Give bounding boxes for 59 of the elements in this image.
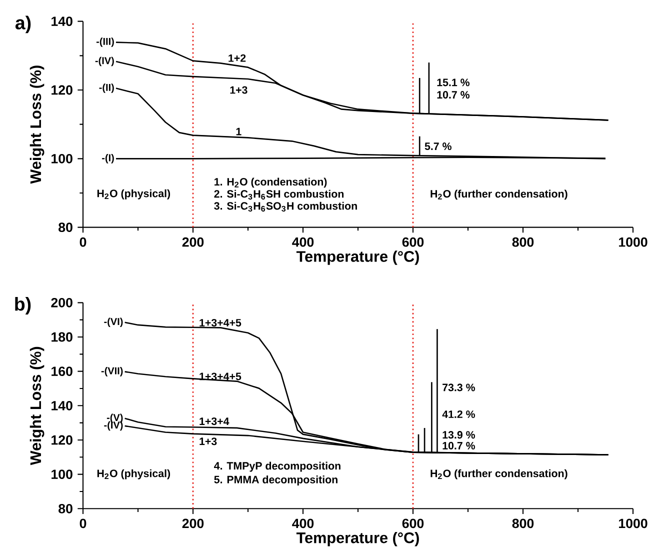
x-tick-label: 200	[182, 237, 204, 247]
annotation: 1+3	[230, 86, 248, 94]
chart-title: a)	[15, 16, 31, 34]
annotation: 1+3+4	[200, 417, 230, 426]
y-tick-label: 80	[58, 222, 72, 232]
x-tick-label: 800	[512, 237, 534, 247]
x-tick-label: 0	[80, 237, 86, 247]
annotation: 2. Si-C$_{3}$H$_{6}$SH combustion	[214, 190, 344, 200]
annotation: 10.7 %	[442, 442, 476, 450]
y-tick-label: 120	[52, 435, 72, 445]
annotation: H$_{2}$O (physical)	[97, 469, 170, 480]
annotation: 1. H$_{2}$O (condensation)	[214, 178, 327, 188]
y-tick-label: 100	[52, 154, 72, 164]
annotation: 10.7 %	[437, 91, 470, 99]
annotation: H$_{2}$O (further condensation)	[430, 190, 568, 200]
y-tick-label: 140	[52, 400, 72, 410]
annotation: 1+3+4+5	[200, 318, 242, 327]
series-label: -(I)	[102, 154, 114, 164]
x-tick-label: 200	[182, 518, 204, 528]
series-label: -(IV)	[104, 421, 123, 431]
y-tick-label: 160	[52, 366, 72, 376]
x-axis-title: Temperature (°C)	[296, 250, 419, 265]
x-tick-label: 400	[292, 237, 314, 247]
x-tick-label: 400	[292, 518, 314, 528]
y-tick-label: 140	[52, 16, 72, 26]
series-label: -(VI)	[104, 318, 123, 328]
annotation: 13.9 %	[442, 431, 476, 439]
x-tick-label: 600	[402, 518, 424, 528]
x-tick-label: 0	[80, 518, 86, 528]
annotation: H$_{2}$O (further condensation)	[430, 469, 568, 480]
annotation: 1+2	[228, 54, 246, 62]
annotation: 41.2 %	[442, 410, 476, 418]
chart-title: b)	[15, 297, 31, 314]
annotation: 4. TMPyP decomposition	[214, 462, 340, 472]
y-tick-label: 180	[52, 332, 72, 342]
series-label: -(III)	[96, 38, 114, 47]
series-label: -(II)	[99, 84, 114, 93]
y-axis-title: Weight Loss (%)	[30, 66, 44, 184]
x-tick-label: 800	[512, 518, 534, 528]
series-label: -(IV)	[95, 56, 114, 66]
y-tick-label: 100	[52, 470, 72, 480]
y-axis-title: Weight Loss (%)	[30, 346, 44, 466]
series-label: -(V)	[106, 414, 123, 424]
annotation: 1+3	[200, 438, 217, 446]
x-tick-label: 1000	[619, 518, 648, 528]
annotation: 15.1 %	[437, 78, 470, 86]
x-tick-label: 1000	[619, 237, 648, 247]
annotation: 5. PMMA decomposition	[214, 476, 338, 486]
annotation: 3. Si-C$_{3}$H$_{6}$SO$_{3}$H combustion	[214, 202, 357, 212]
x-tick-label: 600	[402, 237, 424, 247]
x-axis-title: Temperature (°C)	[296, 532, 419, 546]
annotation: H$_{2}$O (physical)	[97, 189, 170, 200]
annotation: 73.3 %	[442, 384, 476, 392]
y-tick-label: 200	[51, 298, 72, 308]
annotation: 5.7 %	[424, 142, 452, 150]
annotation: 1	[236, 128, 242, 136]
series-label: -(VII)	[101, 367, 123, 376]
y-tick-label: 80	[58, 504, 72, 514]
y-tick-label: 120	[52, 85, 72, 95]
